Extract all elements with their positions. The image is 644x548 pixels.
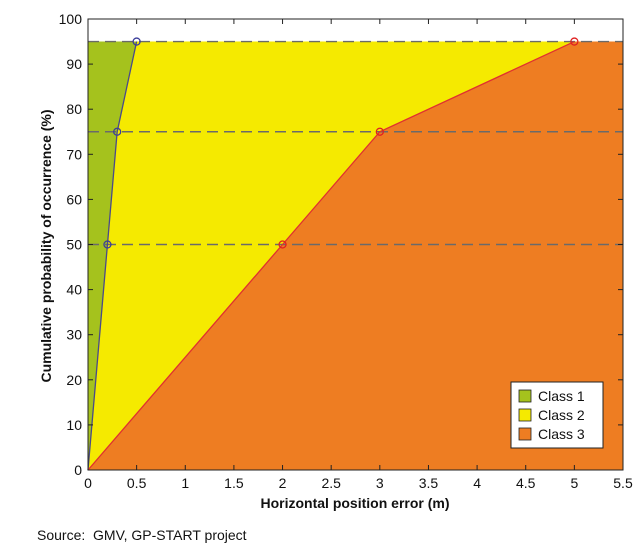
x-tick-label: 1	[181, 475, 189, 491]
legend-label: Class 2	[538, 407, 585, 423]
class-1-area	[88, 41, 137, 471]
x-axis-label: Horizontal position error (m)	[261, 495, 450, 511]
class-2-line	[87, 40, 575, 471]
reference-lines	[88, 40, 623, 246]
x-tick-label: 5.5	[613, 475, 633, 491]
class-1-line	[87, 41, 138, 471]
legend-label: Class 1	[538, 388, 585, 404]
x-tick-label: 0.5	[127, 475, 147, 491]
y-tick-label: 90	[66, 56, 82, 72]
series-lines	[87, 40, 575, 471]
y-tick-label: 30	[66, 327, 82, 343]
y-tick-label: 70	[66, 146, 82, 162]
class-1-point	[113, 127, 122, 136]
class-1-point	[132, 37, 141, 46]
x-axis-ticks: 0 0.5 1 1.5 2 2.5 3 3.5 4 4.5 5 5.5	[84, 19, 633, 491]
legend-swatch	[518, 389, 532, 403]
class-1-point	[103, 240, 112, 249]
x-tick-label: 5	[570, 475, 578, 491]
chart: 0 0.5 1 1.5 2 2.5 3 3.5 4 4.5 5 5.5 0 10 20 30 40 50 60 70…	[38, 11, 633, 511]
x-tick-label: 3	[376, 475, 384, 491]
class-3-area	[88, 41, 623, 471]
y-axis-ticks: 0 10 20 30 40 50 60 70 80 90 100	[59, 11, 623, 478]
x-tick-label: 2.5	[321, 475, 341, 491]
y-tick-label: 50	[66, 237, 82, 253]
class-2-point	[570, 37, 579, 46]
legend-label: Class 3	[538, 426, 585, 442]
class-2-area	[88, 41, 575, 471]
plot-area	[88, 41, 623, 471]
y-tick-label: 40	[66, 282, 82, 298]
x-tick-label: 0	[84, 475, 92, 491]
x-tick-label: 4	[473, 475, 481, 491]
y-tick-label: 20	[66, 372, 82, 388]
y-tick-label: 0	[74, 462, 82, 478]
class-2-point	[278, 240, 287, 249]
y-tick-label: 60	[66, 191, 82, 207]
source-note: Source: GMV, GP-START project	[37, 527, 247, 543]
x-tick-label: 2	[279, 475, 287, 491]
y-tick-label: 100	[59, 11, 83, 27]
legend: Class 1 Class 2 Class 3	[510, 381, 604, 449]
x-tick-label: 4.5	[516, 475, 536, 491]
y-axis-label: Cumulative probability of occurrence (%)	[38, 109, 54, 382]
class-2-point	[375, 127, 384, 136]
x-tick-label: 3.5	[419, 475, 439, 491]
legend-swatch	[518, 427, 532, 441]
x-tick-label: 1.5	[224, 475, 244, 491]
data-markers	[103, 37, 579, 249]
legend-swatch	[518, 408, 532, 422]
y-tick-label: 10	[66, 417, 82, 433]
y-tick-label: 80	[66, 101, 82, 117]
